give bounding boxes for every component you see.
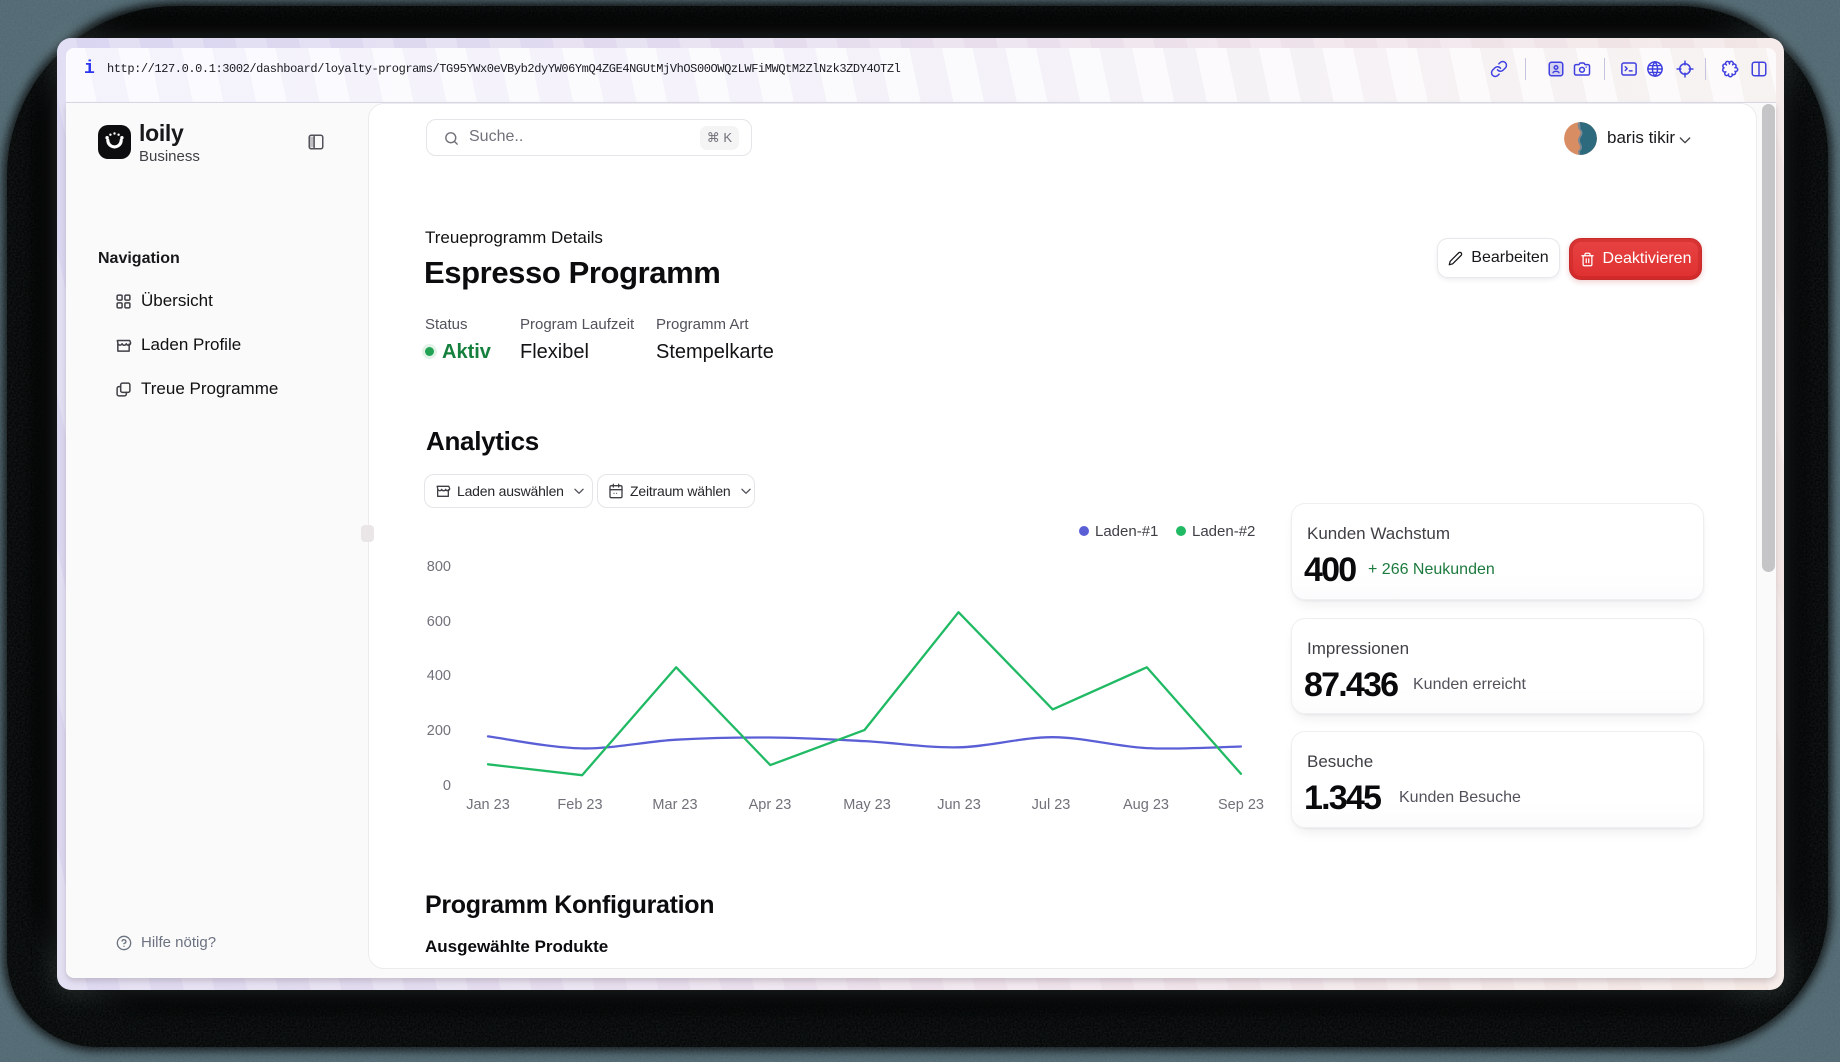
svg-text:200: 200 — [427, 723, 451, 739]
svg-text:Mar 23: Mar 23 — [652, 797, 697, 813]
svg-text:Laden-#2: Laden-#2 — [1192, 523, 1255, 540]
svg-text:Laden-#1: Laden-#1 — [1095, 523, 1158, 540]
svg-text:0: 0 — [443, 778, 451, 794]
svg-text:600: 600 — [427, 614, 451, 630]
svg-text:Feb 23: Feb 23 — [557, 797, 602, 813]
svg-text:Jun 23: Jun 23 — [937, 797, 981, 813]
svg-text:Jan 23: Jan 23 — [466, 797, 510, 813]
svg-text:Sep 23: Sep 23 — [1218, 797, 1264, 813]
svg-text:May 23: May 23 — [843, 797, 891, 813]
svg-text:Jul 23: Jul 23 — [1032, 797, 1071, 813]
svg-text:800: 800 — [427, 559, 451, 575]
svg-text:Apr 23: Apr 23 — [749, 797, 792, 813]
svg-text:Aug 23: Aug 23 — [1123, 797, 1169, 813]
svg-text:400: 400 — [427, 668, 451, 684]
